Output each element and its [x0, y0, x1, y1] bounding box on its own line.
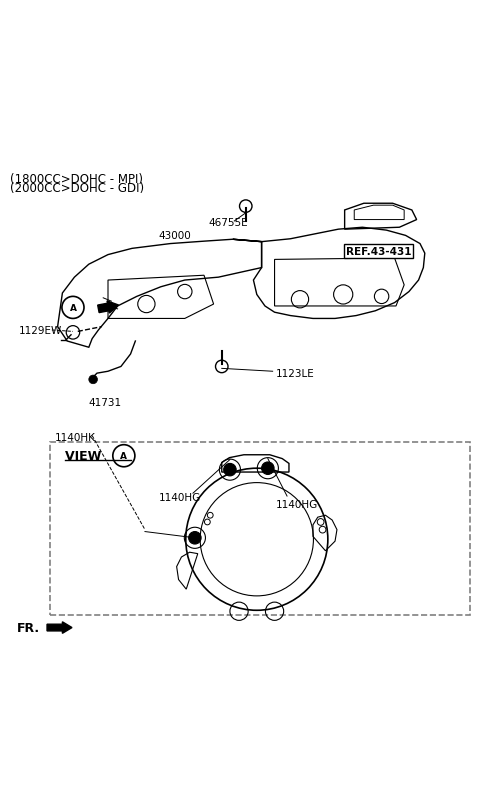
Text: A: A: [70, 304, 76, 312]
Text: 1129EW: 1129EW: [19, 325, 62, 336]
Text: (1800CC>DOHC - MPI): (1800CC>DOHC - MPI): [10, 173, 143, 185]
Text: 1140HG: 1140HG: [158, 492, 201, 503]
Circle shape: [262, 463, 274, 475]
FancyArrow shape: [47, 622, 72, 634]
Text: (2000CC>DOHC - GDI): (2000CC>DOHC - GDI): [10, 182, 144, 195]
Text: REF.43-431: REF.43-431: [346, 247, 411, 257]
Text: VIEW: VIEW: [65, 450, 106, 463]
Text: FR.: FR.: [17, 622, 40, 634]
FancyArrow shape: [98, 301, 119, 314]
Text: 1123LE: 1123LE: [276, 369, 315, 379]
Circle shape: [224, 464, 236, 476]
Circle shape: [89, 376, 97, 385]
Text: 46755E: 46755E: [209, 218, 249, 228]
Circle shape: [189, 532, 201, 544]
Text: 43000: 43000: [158, 231, 191, 241]
Text: 41731: 41731: [89, 398, 122, 408]
Text: A: A: [120, 451, 127, 461]
Text: 1140HK: 1140HK: [55, 433, 96, 442]
Text: 1140HG: 1140HG: [276, 499, 318, 510]
